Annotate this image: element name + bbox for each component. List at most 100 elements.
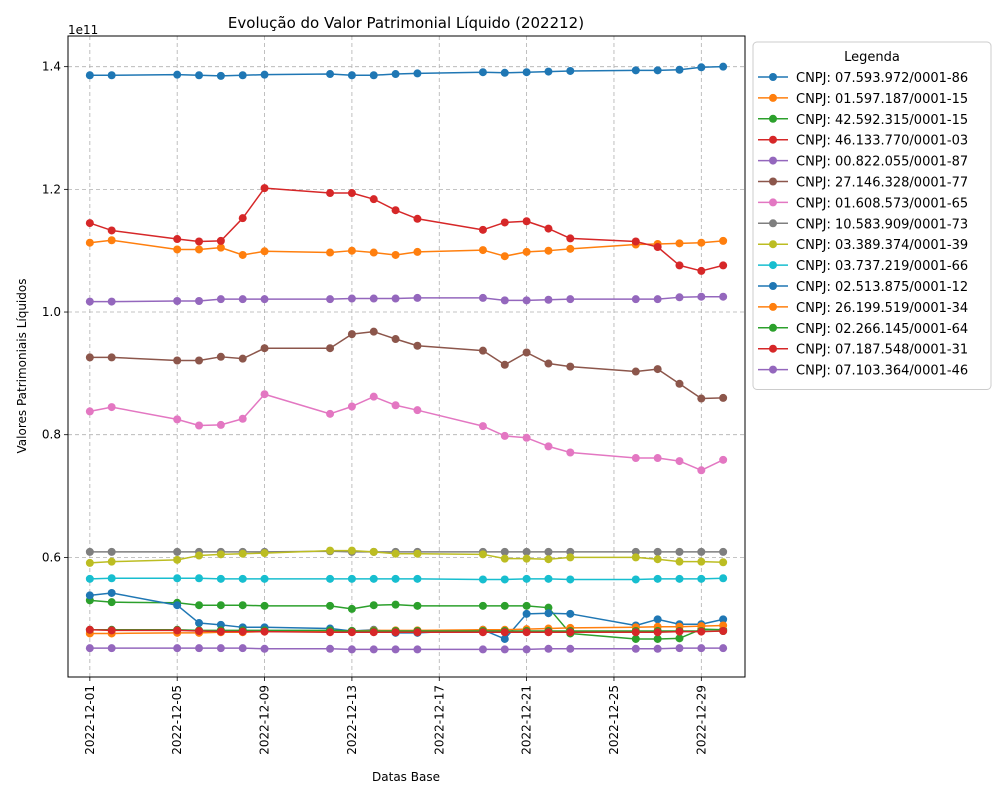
legend-item: CNPJ: 01.597.187/0001-15 [758,92,968,107]
data-point [675,293,684,302]
legend-swatch-marker [769,93,777,102]
legend-swatch-marker [769,365,777,374]
data-point [522,348,531,357]
data-point [478,225,487,234]
series-line [89,393,724,472]
data-point [675,644,684,653]
series-line [89,65,724,77]
data-point [195,237,204,246]
data-point [216,243,225,252]
legend-swatch-marker [769,261,777,270]
legend-label: CNPJ: 01.608.573/0001-65 [796,196,968,211]
series-line [89,629,724,633]
data-point [347,574,356,583]
data-point [719,62,728,71]
data-point [631,454,640,463]
data-point [238,354,247,363]
data-point [369,601,378,610]
data-point [260,644,269,653]
legend-label: CNPJ: 02.513.875/0001-12 [796,280,968,295]
data-point [260,184,269,193]
data-point [85,547,94,556]
data-point [173,555,182,564]
legend-item: CNPJ: 03.389.374/0001-39 [758,238,968,253]
series-group [85,292,728,306]
data-point [478,346,487,355]
data-point [500,68,509,77]
data-point [260,70,269,79]
data-point [326,601,335,610]
data-point [238,627,247,636]
series-line [89,187,724,272]
data-point [522,609,531,618]
data-point [719,547,728,556]
data-point [107,574,116,583]
data-point [173,626,182,635]
data-point [544,628,553,637]
data-point [216,71,225,80]
data-point [260,549,269,558]
data-point [326,70,335,79]
data-point [631,575,640,584]
data-point [85,574,94,583]
legend-label: CNPJ: 02.266.145/0001-64 [796,322,968,337]
data-point [195,356,204,365]
data-point [675,634,684,643]
data-point [413,628,422,637]
data-point [566,609,575,618]
data-point [173,415,182,424]
data-point [478,68,487,77]
data-point [522,433,531,442]
series-line [89,577,724,581]
data-point [107,588,116,597]
data-point [500,296,509,305]
data-point [544,644,553,653]
data-point [697,627,706,636]
data-point [413,645,422,654]
data-point [391,335,400,344]
data-point [697,63,706,72]
data-point [413,69,422,78]
data-point [697,394,706,403]
data-point [326,295,335,304]
legend-title: Legenda [844,50,900,65]
data-point [675,557,684,566]
data-point [566,66,575,75]
series-lines [85,62,728,654]
data-point [500,360,509,369]
data-point [697,557,706,566]
data-point [369,327,378,336]
data-point [566,448,575,457]
data-point [107,236,116,245]
legend-swatch-marker [769,114,777,123]
legend-label: CNPJ: 07.103.364/0001-46 [796,364,968,379]
legend-item: CNPJ: 26.199.519/0001-34 [758,301,968,316]
data-point [478,575,487,584]
data-point [544,442,553,451]
data-point [719,621,728,630]
data-point [107,547,116,556]
data-point [566,547,575,556]
legend-label: CNPJ: 03.737.219/0001-66 [796,259,968,274]
legend-item: CNPJ: 07.103.364/0001-46 [758,364,968,379]
data-point [719,558,728,567]
data-point [500,218,509,227]
data-point [238,295,247,304]
data-point [544,67,553,76]
legend-swatch-marker [769,344,777,353]
data-point [478,645,487,654]
data-point [653,547,662,556]
data-point [391,294,400,303]
data-point [478,422,487,431]
series-group [85,184,728,275]
data-point [107,226,116,235]
data-point [413,293,422,302]
x-tick-label: 2022-12-05 [170,685,184,755]
data-point [85,644,94,653]
legend-label: CNPJ: 10.583.909/0001-73 [796,217,968,232]
data-point [500,547,509,556]
data-point [347,246,356,255]
data-point [347,645,356,654]
data-point [719,626,728,635]
y-tick-label: 0.6 [42,550,61,564]
